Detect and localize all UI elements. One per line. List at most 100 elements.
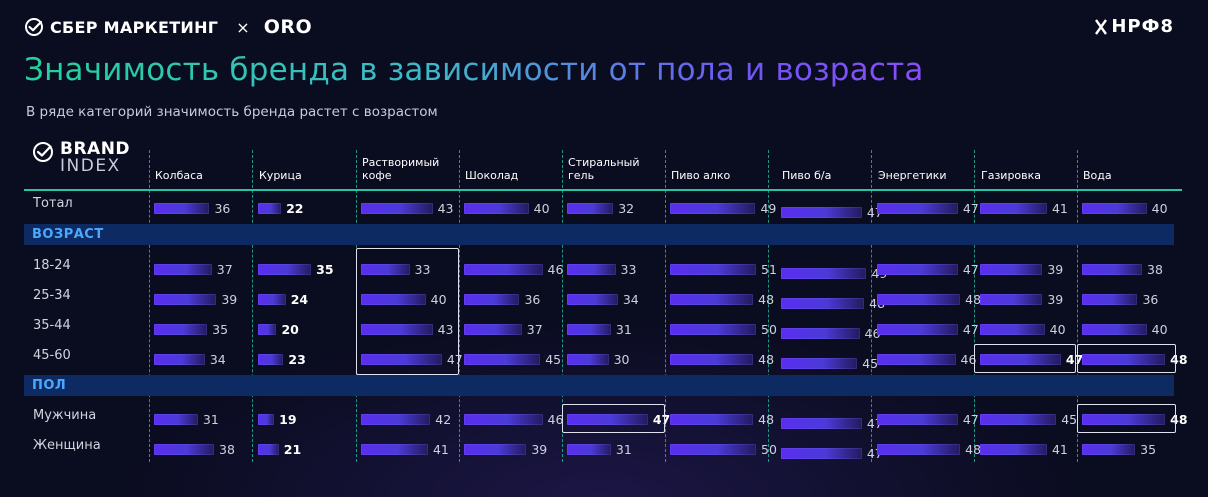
value-label: 39: [1047, 261, 1064, 277]
value-bar: [781, 297, 865, 309]
value-label: 41: [1051, 200, 1068, 216]
column-header: Растворимый кофе: [362, 156, 440, 182]
value-bar: [1082, 202, 1147, 214]
data-cell: 40: [464, 199, 550, 217]
page-title: Значимость бренда в зависимости от пола …: [24, 52, 924, 88]
data-cell: 47: [567, 410, 670, 428]
value-label: 43: [437, 321, 454, 337]
value-label: 37: [526, 321, 543, 337]
section-band: [24, 375, 1174, 396]
data-cell: 21: [258, 440, 301, 458]
value-bar: [781, 206, 862, 218]
value-label: 46: [547, 411, 564, 427]
value-bar: [1082, 353, 1166, 365]
data-cell: 42: [361, 410, 451, 428]
value-label: 47: [1065, 351, 1084, 367]
value-label: 40: [533, 200, 550, 216]
data-cell: 49: [781, 264, 887, 282]
value-bar: [464, 323, 522, 335]
value-label: 31: [202, 411, 219, 427]
data-cell: 48: [670, 350, 774, 368]
data-cell: 19: [258, 410, 297, 428]
column-divider: [871, 150, 872, 462]
column-divider: [665, 150, 666, 462]
data-cell: 23: [258, 350, 306, 368]
data-cell: 20: [258, 320, 299, 338]
value-bar: [1082, 263, 1143, 275]
data-cell: 24: [258, 290, 308, 308]
data-cell: 39: [980, 260, 1063, 278]
value-bar: [464, 202, 529, 214]
data-cell: 34: [154, 350, 226, 368]
page-subtitle: В ряде категорий значимость бренда расте…: [26, 104, 438, 120]
value-bar: [670, 353, 754, 365]
value-label: 46: [960, 351, 977, 367]
value-bar: [567, 323, 611, 335]
nrf-mark-icon: [1095, 18, 1108, 35]
value-label: 39: [1047, 291, 1064, 307]
value-label: 45: [1061, 411, 1078, 427]
sber-check-icon: [25, 18, 43, 36]
value-label: 35: [212, 321, 229, 337]
value-bar: [670, 263, 756, 275]
value-bar: [781, 327, 860, 339]
data-cell: 38: [154, 440, 235, 458]
column-divider: [768, 150, 769, 462]
data-cell: 31: [567, 320, 632, 338]
value-label: 40: [1151, 321, 1168, 337]
value-label: 36: [524, 291, 541, 307]
value-label: 47: [962, 411, 979, 427]
value-bar: [258, 293, 286, 305]
highlight-box-gel-male: [562, 404, 665, 433]
column-divider: [1077, 150, 1078, 462]
value-label: 35: [1140, 441, 1157, 457]
row-label: 18-24: [33, 258, 71, 273]
row-label: Женщина: [33, 438, 101, 453]
value-bar: [464, 263, 543, 275]
value-bar: [877, 323, 958, 335]
data-cell: 31: [567, 440, 632, 458]
value-label: 40: [1049, 321, 1066, 337]
data-cell: 50: [670, 320, 777, 338]
column-header: Пиво алко: [671, 169, 731, 182]
brand-index-line1: BRAND: [60, 139, 131, 159]
highlight-box-water-male: [1077, 404, 1176, 433]
data-cell: 46: [781, 324, 880, 342]
data-cell: 36: [1082, 290, 1158, 308]
value-bar: [567, 263, 616, 275]
value-label: 48: [758, 411, 775, 427]
data-cell: 51: [670, 260, 777, 278]
data-cell: 47: [781, 203, 883, 221]
value-bar: [361, 202, 433, 214]
value-label: 34: [622, 291, 639, 307]
value-bar: [670, 323, 756, 335]
value-label: 47: [962, 261, 979, 277]
value-label: 49: [760, 200, 777, 216]
row-label: 25-34: [33, 288, 71, 303]
value-bar: [877, 413, 958, 425]
column-divider: [459, 150, 460, 462]
value-label: 46: [864, 325, 881, 341]
value-label: 48: [758, 291, 775, 307]
value-bar: [464, 353, 541, 365]
value-bar: [464, 443, 527, 455]
value-bar: [154, 413, 198, 425]
value-label: 40: [1151, 200, 1168, 216]
value-label: 42: [435, 411, 452, 427]
value-bar: [154, 323, 208, 335]
value-label: 43: [437, 200, 454, 216]
data-cell: 38: [1082, 260, 1163, 278]
data-cell: 39: [154, 290, 237, 308]
value-label: 47: [652, 411, 671, 427]
data-cell: 47: [877, 320, 979, 338]
value-bar: [567, 443, 611, 455]
column-header: Газировка: [981, 169, 1042, 182]
column-header: Пиво б/а: [782, 169, 832, 182]
data-cell: 43: [361, 199, 454, 217]
value-label: 47: [962, 200, 979, 216]
data-cell: 35: [1082, 440, 1156, 458]
value-bar: [670, 443, 756, 455]
data-cell: 35: [258, 260, 334, 278]
data-cell: 47: [877, 260, 979, 278]
column-header: Вода: [1083, 169, 1112, 182]
